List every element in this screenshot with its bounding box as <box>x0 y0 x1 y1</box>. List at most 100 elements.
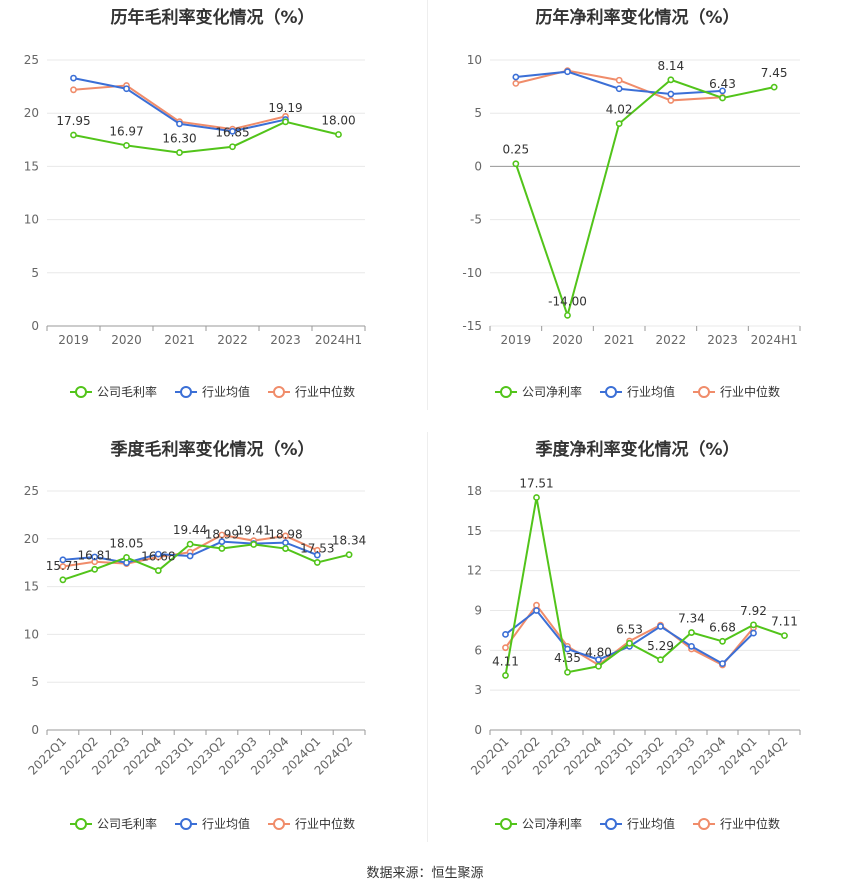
data-point-avg <box>186 552 194 560</box>
data-label: 19.41 <box>237 523 271 537</box>
legend-item-median[interactable]: 行业中位数 <box>268 815 355 832</box>
x-tick-label: 2023 <box>707 333 738 347</box>
legend-item-avg[interactable]: 行业均值 <box>599 815 675 832</box>
data-point-company <box>667 76 675 84</box>
data-point-avg <box>595 656 602 664</box>
data-point-avg <box>154 550 162 558</box>
y-tick-label: 15 <box>24 159 39 173</box>
x-tick-label: 2020 <box>111 333 142 347</box>
data-label: -14.00 <box>548 294 587 308</box>
data-point-avg <box>176 120 183 128</box>
legend-label: 公司毛利率 <box>96 385 157 399</box>
y-tick-label: 18 <box>467 484 482 498</box>
legend-item-company[interactable]: 公司净利率 <box>494 383 582 400</box>
data-point-company <box>750 621 757 629</box>
legend-item-avg[interactable]: 行业均值 <box>599 383 675 400</box>
data-label: 6.43 <box>709 77 736 91</box>
data-point-company <box>70 131 77 139</box>
data-point-median <box>59 563 67 570</box>
legend-label: 公司净利率 <box>521 817 582 831</box>
y-tick-label: 0 <box>474 723 482 737</box>
data-point-avg <box>533 607 540 614</box>
series-line-company <box>73 120 339 154</box>
y-tick-label: -5 <box>470 213 482 227</box>
data-point-company <box>533 494 540 501</box>
data-point-avg <box>59 556 67 564</box>
data-point-company <box>657 656 664 664</box>
legend-label: 行业均值 <box>201 817 250 831</box>
plot-area: -15 -10 -5 0 5 10 2019 2020 2021 2022 2023 2024H1 0.… <box>462 53 801 347</box>
panel-divider-top <box>427 0 428 410</box>
data-point-avg <box>229 127 236 135</box>
legend-label: 行业均值 <box>626 817 675 831</box>
data-label: 7.11 <box>771 615 798 629</box>
y-tick-label: 5 <box>31 675 39 689</box>
data-label: 6.53 <box>616 622 643 636</box>
x-tick-label: 2021 <box>604 333 635 347</box>
y-tick-label: 25 <box>24 53 39 67</box>
data-point-avg <box>719 87 726 95</box>
data-point-company <box>313 559 321 566</box>
legend-symbol <box>494 385 517 398</box>
chart-title: 季度毛利率变化情况（%） <box>110 440 315 460</box>
data-label: 16.68 <box>141 550 175 564</box>
legend-item-avg[interactable]: 行业均值 <box>174 815 250 832</box>
plot-area: 05101520252022Q12022Q22022Q32022Q42023Q1… <box>24 484 367 778</box>
data-label: 6.68 <box>709 620 736 634</box>
data-point-company <box>123 554 130 561</box>
y-tick-label: 0 <box>31 319 39 333</box>
series-line-company <box>62 543 350 581</box>
y-tick-label: 9 <box>474 604 482 618</box>
data-point-avg <box>564 645 571 653</box>
legend: 公司净利率 行业均值 行业中位数 <box>425 815 850 832</box>
x-tick-label: 2022 <box>656 333 687 347</box>
data-point-company <box>781 632 788 639</box>
chart-title: 历年毛利率变化情况（%） <box>110 8 315 28</box>
legend-item-median[interactable]: 行业中位数 <box>693 815 780 832</box>
legend-symbol <box>174 385 197 398</box>
data-point-avg <box>615 85 623 93</box>
y-tick-label: 15 <box>467 524 482 538</box>
legend-item-median[interactable]: 行业中位数 <box>693 383 780 400</box>
legend-label: 行业中位数 <box>720 817 781 831</box>
data-point-company <box>229 143 236 151</box>
legend: 公司净利率 行业均值 行业中位数 <box>425 383 850 400</box>
x-tick-label: 2019 <box>501 333 532 347</box>
data-point-company <box>91 565 99 573</box>
y-tick-label: 20 <box>24 106 39 120</box>
data-label: 4.80 <box>585 645 612 659</box>
data-label: 17.51 <box>519 477 553 491</box>
data-point-avg <box>502 630 509 638</box>
data-label: 4.11 <box>492 654 519 668</box>
legend-item-company[interactable]: 公司净利率 <box>494 815 582 832</box>
y-tick-label: 6 <box>474 643 482 657</box>
data-point-avg <box>750 629 757 637</box>
data-point-avg <box>313 551 321 559</box>
data-label: 16.81 <box>78 548 112 562</box>
legend-symbol <box>174 817 197 830</box>
legend-symbol <box>69 817 92 830</box>
data-label: 7.45 <box>761 66 788 80</box>
data-label: 7.34 <box>678 612 705 626</box>
legend-symbol <box>693 817 715 830</box>
y-tick-label: 10 <box>467 53 482 67</box>
data-point-median <box>667 97 675 104</box>
legend-item-avg[interactable]: 行业均值 <box>174 383 250 400</box>
data-point-median <box>70 86 77 94</box>
legend-item-company[interactable]: 公司毛利率 <box>69 815 157 832</box>
data-label: 16.85 <box>215 126 249 140</box>
legend: 公司毛利率 行业均值 行业中位数 <box>0 383 425 400</box>
legend-label: 公司净利率 <box>521 385 582 399</box>
data-point-company <box>335 131 342 138</box>
data-point-company <box>218 545 226 552</box>
legend-symbol <box>693 385 715 398</box>
data-point-company <box>176 149 183 156</box>
legend-item-company[interactable]: 公司毛利率 <box>69 383 157 400</box>
legend-item-median[interactable]: 行业中位数 <box>268 383 355 400</box>
data-label: 17.53 <box>300 541 334 555</box>
x-tick-label: 2024H1 <box>315 333 362 347</box>
data-point-avg <box>657 623 664 630</box>
data-point-company <box>626 639 633 647</box>
data-point-avg <box>218 538 226 546</box>
data-label: 17.95 <box>56 114 90 128</box>
